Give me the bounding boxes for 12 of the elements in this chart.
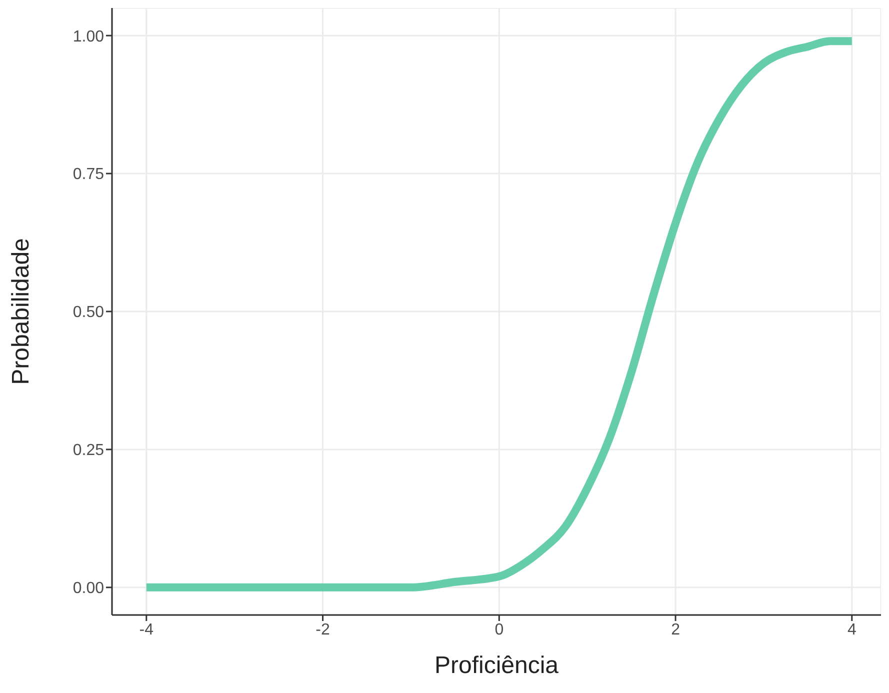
y-tick-label: 0.50 [72,304,104,322]
y-tick-label: 1.00 [72,28,104,46]
x-tick-label: -4 [139,621,154,638]
x-tick-label: 4 [847,621,856,638]
x-axis-title: Proficiência [434,652,560,679]
y-tick-label: 0.75 [72,166,104,184]
x-tick-label: 0 [494,621,504,638]
y-tick-label: 0.25 [72,442,104,460]
x-tick-label: -2 [316,621,330,638]
y-axis-title: Probabilidade [8,238,35,385]
x-tick-label: 2 [671,621,680,638]
y-tick-label: 0.00 [72,580,104,598]
